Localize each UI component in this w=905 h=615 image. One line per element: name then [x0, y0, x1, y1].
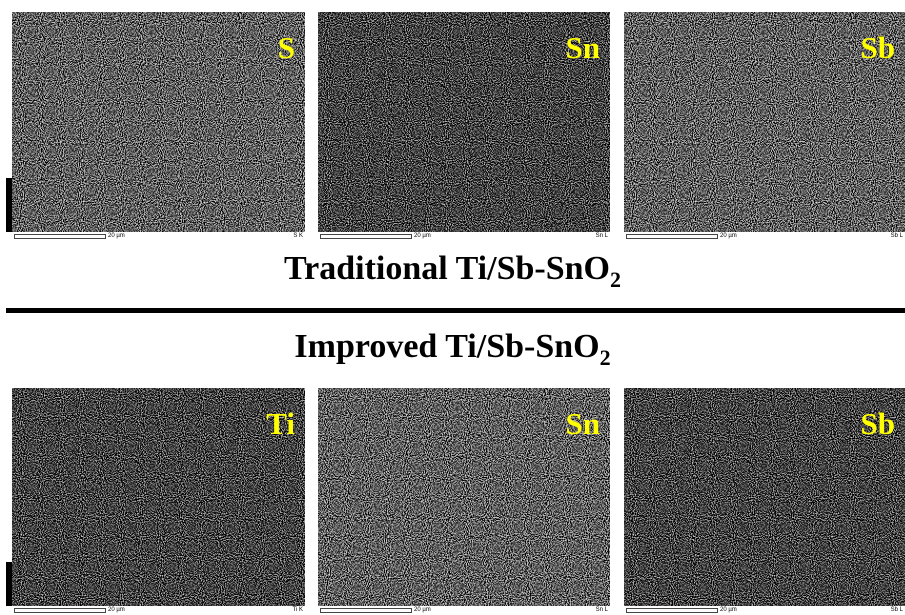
map-panel: Sb: [624, 388, 905, 606]
divider: [6, 308, 905, 313]
title-subscript: 2: [599, 344, 611, 370]
texture: [624, 12, 905, 232]
element-label: Sn: [565, 30, 600, 65]
scale-text: 20 µm: [414, 607, 431, 613]
line-text: Sb L: [890, 607, 903, 613]
noise-map: [12, 12, 305, 232]
line-text: Sn L: [595, 607, 608, 613]
title-subscript: 2: [609, 266, 621, 292]
section-title: Improved Ti/Sb-SnO2: [0, 328, 905, 371]
element-label: Sn: [565, 406, 600, 441]
map-panel: Sb: [624, 12, 905, 232]
scale-box: [14, 608, 106, 613]
noise-map: [318, 388, 610, 606]
scale-box: [14, 234, 106, 239]
edge-mark: [6, 562, 13, 606]
element-label: Sb: [860, 30, 895, 65]
line-text: Ti K: [292, 607, 303, 613]
scale-bar: 20 µm Sn L: [318, 606, 610, 615]
scale-text: 20 µm: [108, 233, 125, 239]
scale-text: 20 µm: [720, 233, 737, 239]
noise-map: [624, 12, 905, 232]
element-label: Ti: [266, 406, 295, 441]
scale-box: [320, 234, 412, 239]
scale-bar: 20 µm Ti K: [12, 606, 305, 615]
noise-map: [624, 388, 905, 606]
section-title: Traditional Ti/Sb-SnO2: [0, 250, 905, 293]
texture: [318, 388, 610, 606]
edge-mark: [6, 178, 13, 232]
line-text: S K: [293, 233, 303, 239]
scale-text: 20 µm: [414, 233, 431, 239]
scale-box: [320, 608, 412, 613]
scale-text: 20 µm: [108, 607, 125, 613]
texture: [12, 12, 305, 232]
scale-bar: 20 µm Sn L: [318, 232, 610, 241]
title-text: Traditional Ti/Sb-SnO: [284, 250, 610, 287]
scale-bar: 20 µm Sb L: [624, 232, 905, 241]
scale-box: [626, 234, 718, 239]
title-text: Improved Ti/Sb-SnO: [294, 328, 600, 365]
element-label: Sb: [860, 406, 895, 441]
map-panel: Ti: [12, 388, 305, 606]
texture: [12, 388, 305, 606]
texture: [624, 388, 905, 606]
map-panel: Sn: [318, 12, 610, 232]
scale-bar: 20 µm S K: [12, 232, 305, 241]
texture: [318, 12, 610, 232]
element-label: S: [277, 30, 295, 65]
scale-box: [626, 608, 718, 613]
line-text: Sn L: [595, 233, 608, 239]
map-panel: Sn: [318, 388, 610, 606]
scale-text: 20 µm: [720, 607, 737, 613]
noise-map: [12, 388, 305, 606]
line-text: Sb L: [890, 233, 903, 239]
map-panel: S: [12, 12, 305, 232]
noise-map: [318, 12, 610, 232]
scale-bar: 20 µm Sb L: [624, 606, 905, 615]
